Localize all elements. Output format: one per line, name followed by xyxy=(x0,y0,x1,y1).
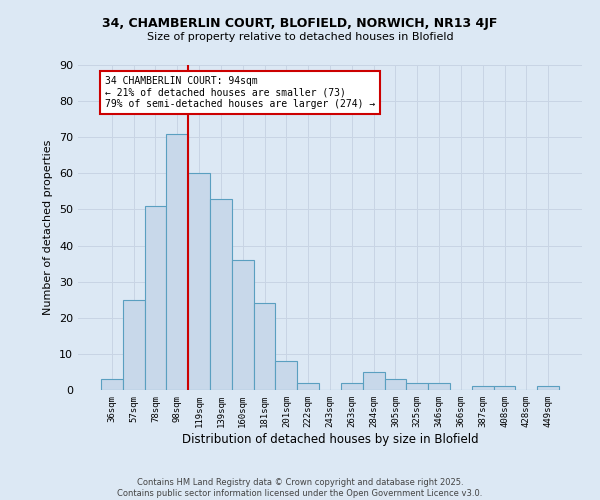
Bar xyxy=(341,383,363,390)
Bar xyxy=(275,361,297,390)
Text: Size of property relative to detached houses in Blofield: Size of property relative to detached ho… xyxy=(146,32,454,42)
Bar xyxy=(297,383,319,390)
Bar xyxy=(494,386,515,390)
Bar xyxy=(166,134,188,390)
Bar xyxy=(406,383,428,390)
Bar xyxy=(232,260,254,390)
Bar xyxy=(363,372,385,390)
Bar xyxy=(428,383,450,390)
Y-axis label: Number of detached properties: Number of detached properties xyxy=(43,140,53,315)
Bar xyxy=(537,386,559,390)
Bar xyxy=(188,174,210,390)
X-axis label: Distribution of detached houses by size in Blofield: Distribution of detached houses by size … xyxy=(182,432,478,446)
Text: 34, CHAMBERLIN COURT, BLOFIELD, NORWICH, NR13 4JF: 34, CHAMBERLIN COURT, BLOFIELD, NORWICH,… xyxy=(103,18,497,30)
Text: 34 CHAMBERLIN COURT: 94sqm
← 21% of detached houses are smaller (73)
79% of semi: 34 CHAMBERLIN COURT: 94sqm ← 21% of deta… xyxy=(105,76,376,109)
Bar xyxy=(123,300,145,390)
Bar xyxy=(101,379,123,390)
Bar xyxy=(210,198,232,390)
Bar xyxy=(472,386,494,390)
Bar xyxy=(145,206,166,390)
Text: Contains HM Land Registry data © Crown copyright and database right 2025.
Contai: Contains HM Land Registry data © Crown c… xyxy=(118,478,482,498)
Bar xyxy=(254,304,275,390)
Bar xyxy=(385,379,406,390)
